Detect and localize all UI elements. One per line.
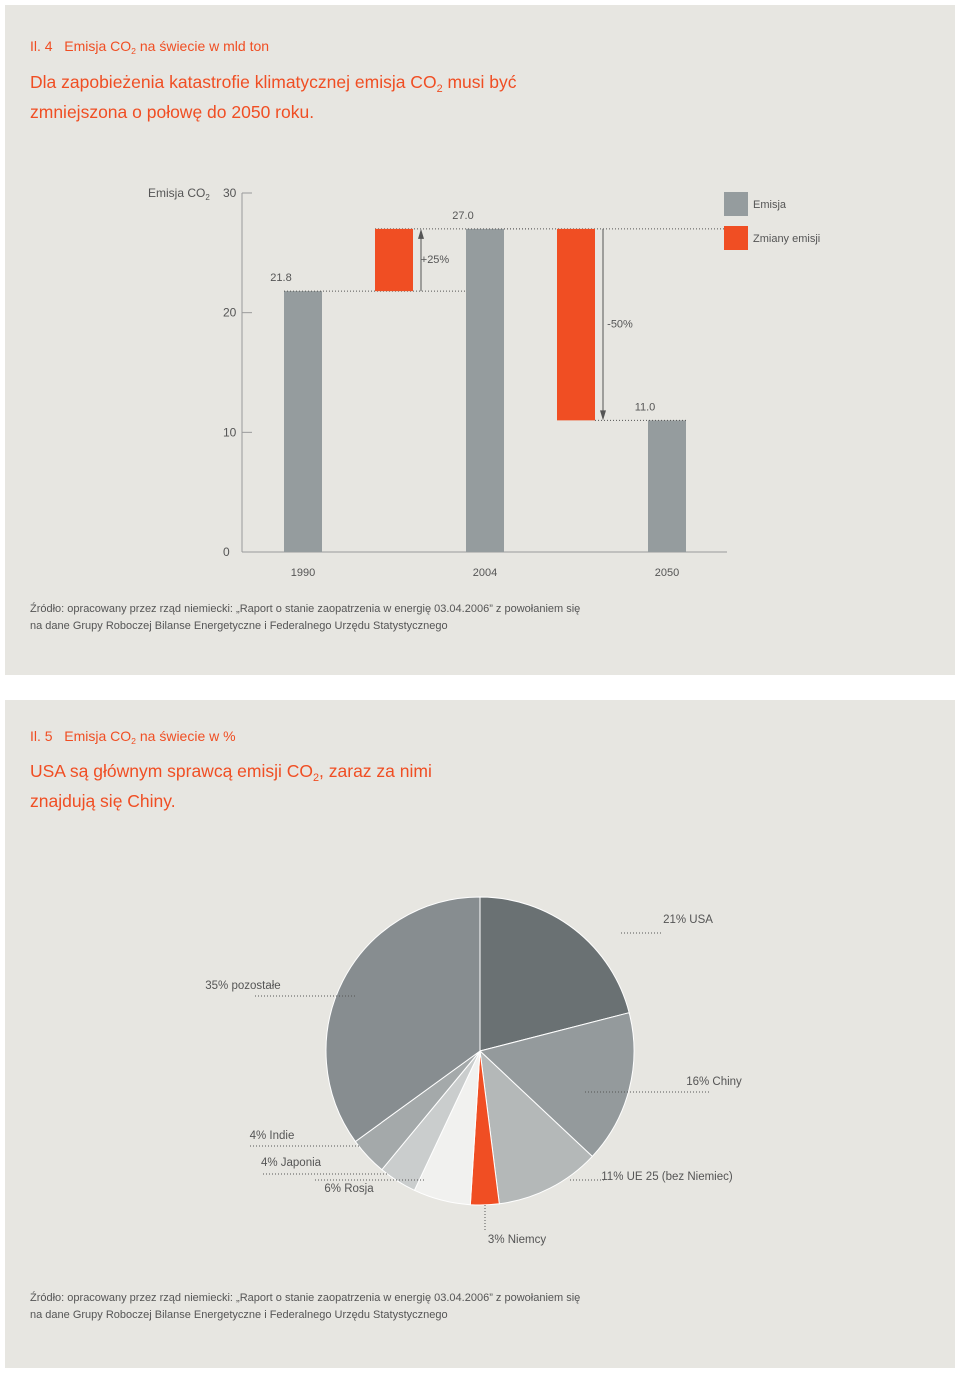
y-tick-label: 30 [223,186,237,200]
y-tick-label: 10 [223,425,237,439]
value-label: 11.0 [635,401,656,413]
title-part: na świecie w % [135,728,236,744]
x-tick-label: 2050 [655,567,679,579]
pie-slice-label: 16% Chiny [686,1076,742,1088]
pie-slice [478,1012,635,1158]
subtitle-part: , zaraz za nimi znajdują się Chiny. [30,761,432,811]
emission-bar [284,291,322,552]
title-subscript: 2 [131,46,136,57]
change-arrow-head [418,228,424,239]
legend-swatch [724,192,748,216]
legend-swatch [724,226,748,250]
x-tick-label: 1990 [291,567,315,579]
change-bar [557,228,595,421]
title-part: Emisja CO [64,38,132,54]
change-arrow-head [600,410,606,421]
pie-slice [325,896,481,1143]
subtitle-subscript: 2 [313,771,320,784]
pie-slice-label: 11% UE 25 (bez Niemiec) [601,1171,733,1183]
pie-slice-label: 3% Niemcy [488,1234,546,1246]
pie-slice [479,896,630,1052]
change-label: -50% [607,319,633,331]
subtitle-part: musi być zmniejszona o połowę do 2050 ro… [30,72,517,122]
figure-panel-shares: Il. 5 Emisja CO2 na świecie w % USA są g… [5,700,955,1368]
y-tick-label: 20 [223,306,237,320]
value-label: 27.0 [452,210,473,222]
legend-label: Zmiany emisji [753,233,820,245]
subtitle-part: USA są głównym sprawcą emisji CO [30,761,313,781]
figure-title: Il. 5 Emisja CO2 na świecie w % [30,728,236,746]
pie-slice-label: 21% USA [663,914,713,926]
figure-number: Il. 5 [30,728,53,744]
y-tick-label: 0 [223,545,230,559]
y-axis-label: Emisja CO2 [148,186,210,202]
emission-bar [648,420,686,552]
emission-bar [466,228,504,552]
legend-label: Emisja [753,199,787,211]
pie-slice-label: 4% Japonia [261,1157,322,1169]
x-tick-label: 2004 [473,567,497,579]
change-bar [375,228,413,292]
title-part: Emisja CO [64,728,132,744]
figure-subtitle: USA są głównym sprawcą emisji CO2, zaraz… [30,760,470,813]
figure-number: Il. 4 [30,38,53,54]
title-subscript: 2 [131,736,136,747]
pie-slice-label: 4% Indie [250,1130,295,1142]
figure-title-text: Emisja CO2 na świecie w % [64,728,236,747]
source-note: Źródło: opracowany przez rząd niemiecki:… [30,1292,581,1321]
figure-title-text: Emisja CO2 na świecie w mld ton [64,38,270,57]
source-note: Źródło: opracowany przez rząd niemiecki:… [30,603,581,632]
figure-subtitle: Dla zapobieżenia katastrofie klimatyczne… [30,71,590,124]
subtitle-part: Dla zapobieżenia katastrofie klimatyczne… [30,72,437,92]
pie-slice-label: 35% pozostałe [205,980,280,992]
change-label: +25% [421,254,450,266]
emissions-pie-chart: 21% USA 16% Chiny 11% UE 25 (bez Niemiec) 3… [205,896,742,1246]
title-part: na świecie w mld ton [135,38,270,54]
value-label: 21.8 [270,272,291,284]
pie-slice-label: 6% Rosja [324,1183,374,1195]
figure-title: Il. 4 Emisja CO2 na świecie w mld ton [30,38,269,56]
pie-slice [479,1049,593,1205]
figure-panel-emissions: Il. 4 Emisja CO2 na świecie w mld ton Dl… [5,5,955,675]
emissions-bar-chart: Emisja CO2 0 10 20 30 21.8 1990 27.0 2004 11.0 205… [148,186,820,579]
subtitle-subscript: 2 [436,82,443,95]
